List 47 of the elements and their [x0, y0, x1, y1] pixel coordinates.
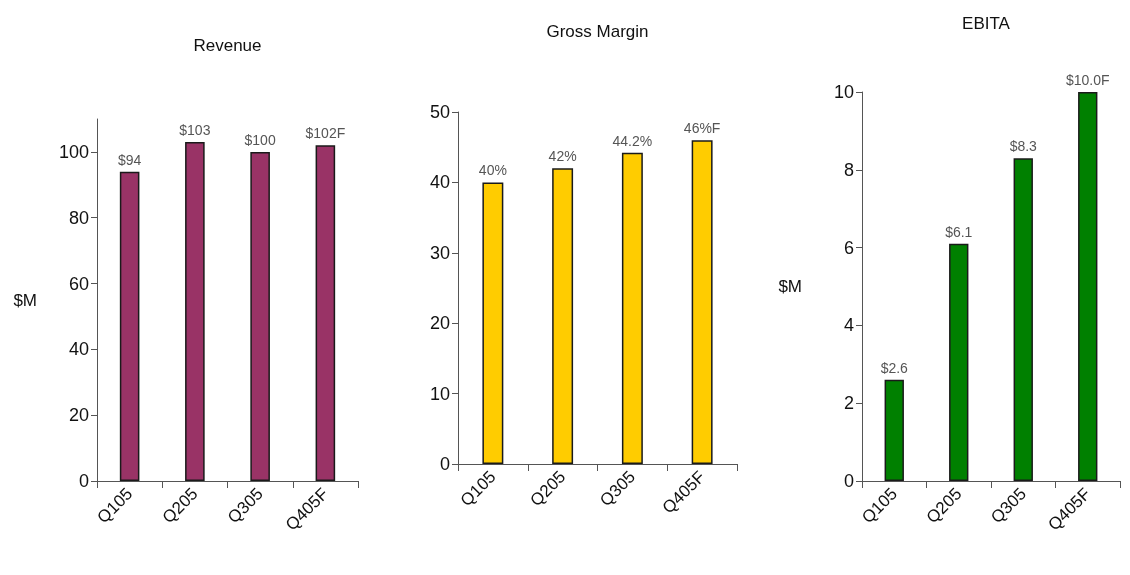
y-tick-label: 0 [843, 471, 854, 491]
y-tick-label: 100 [58, 141, 89, 162]
bar [552, 168, 574, 464]
bar [691, 140, 713, 464]
y-tick-label: 0 [78, 471, 89, 491]
bar [1078, 92, 1098, 481]
chart-title: Revenue [193, 36, 262, 55]
data-label: $6.1 [945, 223, 973, 240]
data-label: $94 [117, 151, 142, 168]
bar [1013, 158, 1033, 481]
y-tick-label: 40 [68, 339, 89, 360]
bar [884, 379, 904, 481]
y-tick-label: 20 [68, 405, 89, 426]
y-axis-title: $M [778, 277, 802, 296]
bar [119, 171, 140, 481]
bar [250, 151, 270, 481]
bar [482, 182, 504, 464]
y-tick-label: 60 [68, 273, 89, 294]
chart-title: EBITA [962, 14, 1011, 33]
bar [621, 152, 643, 464]
data-label: 46%F [683, 120, 721, 137]
data-label: $102F [305, 125, 346, 142]
y-tick-label: 6 [843, 237, 854, 258]
y-tick-label: 2 [843, 393, 854, 414]
bar [185, 142, 205, 481]
y-tick-label: 8 [843, 159, 854, 180]
data-label: $2.6 [880, 359, 909, 376]
y-tick-label: 80 [68, 207, 89, 228]
data-label: 44.2% [612, 132, 653, 149]
data-label: $103 [179, 122, 211, 139]
data-label: $8.3 [1009, 138, 1038, 155]
data-label: $100 [244, 131, 276, 148]
y-tick-label: 10 [833, 82, 854, 102]
y-tick-label: 40 [429, 172, 450, 193]
y-tick-label: 0 [439, 454, 450, 474]
y-tick-label: 50 [429, 102, 450, 122]
bar [949, 243, 969, 481]
data-label: $10.0F [1065, 72, 1110, 88]
y-tick-label: 10 [429, 383, 450, 404]
y-tick-label: 20 [429, 313, 450, 334]
y-axis-title: $M [13, 290, 37, 310]
chart-title: Gross Margin [546, 22, 649, 41]
bar [315, 145, 336, 481]
data-label: 42% [548, 148, 577, 165]
y-tick-label: 4 [843, 315, 854, 336]
data-label: 40% [478, 162, 507, 179]
y-tick-label: 30 [429, 242, 450, 263]
